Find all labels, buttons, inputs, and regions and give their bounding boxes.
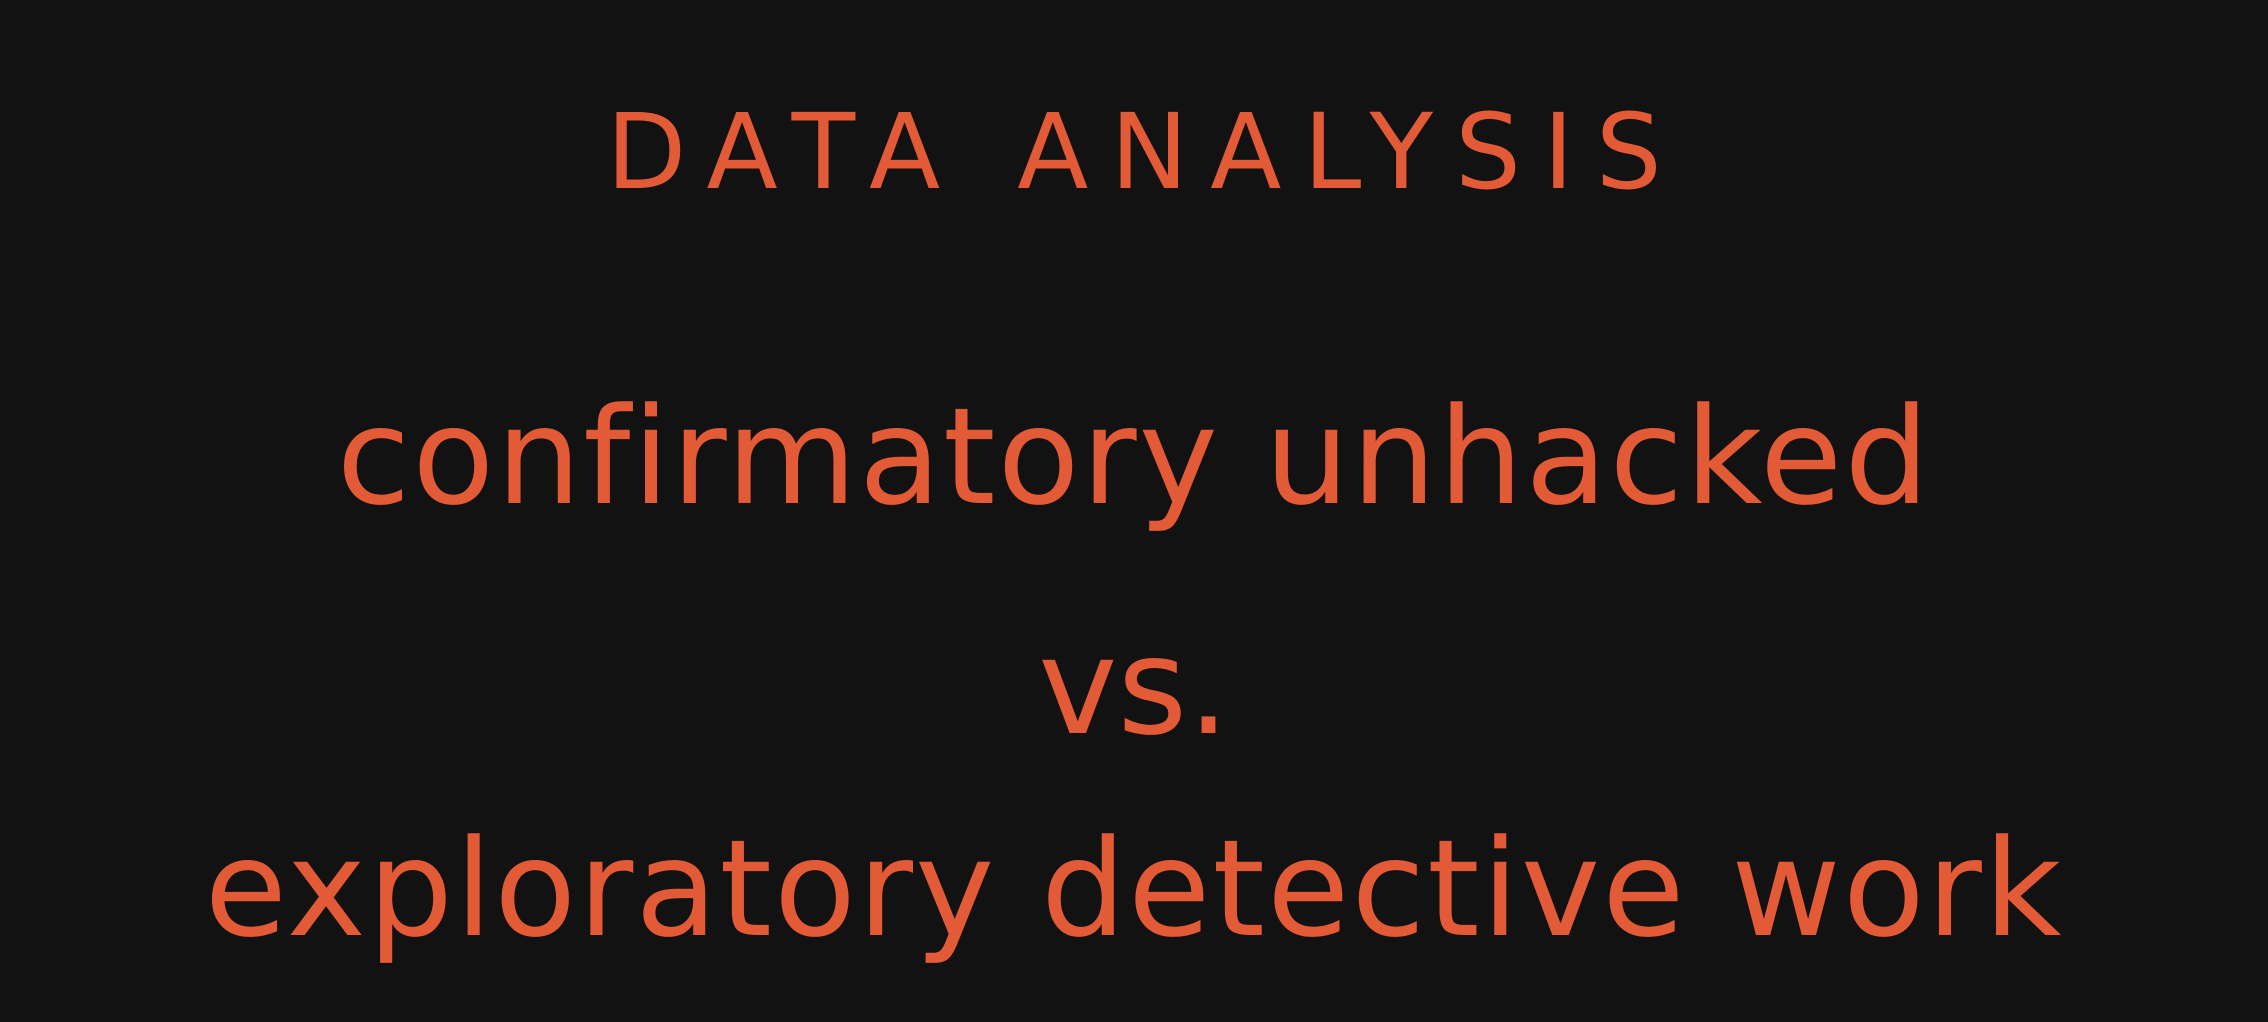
slide-text-line-1: confirmatory unhacked — [336, 379, 1932, 535]
slide-heading: DATA ANALYSIS — [606, 91, 1684, 213]
slide-text-line-2: vs. — [1038, 609, 1230, 765]
slide-text-line-3: exploratory detective work — [204, 811, 2064, 967]
